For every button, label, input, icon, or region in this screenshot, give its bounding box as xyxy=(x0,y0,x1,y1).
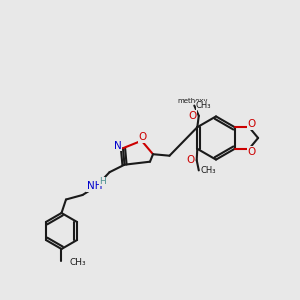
Text: CH₃: CH₃ xyxy=(70,258,86,267)
Text: O: O xyxy=(248,119,256,129)
Text: N: N xyxy=(87,181,94,191)
Text: O: O xyxy=(248,147,256,157)
Text: O: O xyxy=(188,111,196,121)
Text: CH₃: CH₃ xyxy=(200,166,216,175)
Text: N: N xyxy=(114,141,122,151)
Text: CH₃: CH₃ xyxy=(196,101,211,110)
Text: H: H xyxy=(99,177,106,186)
Text: NH: NH xyxy=(87,181,102,191)
Text: O: O xyxy=(138,132,146,142)
Text: methoxy: methoxy xyxy=(178,98,208,104)
Text: O: O xyxy=(186,155,194,165)
